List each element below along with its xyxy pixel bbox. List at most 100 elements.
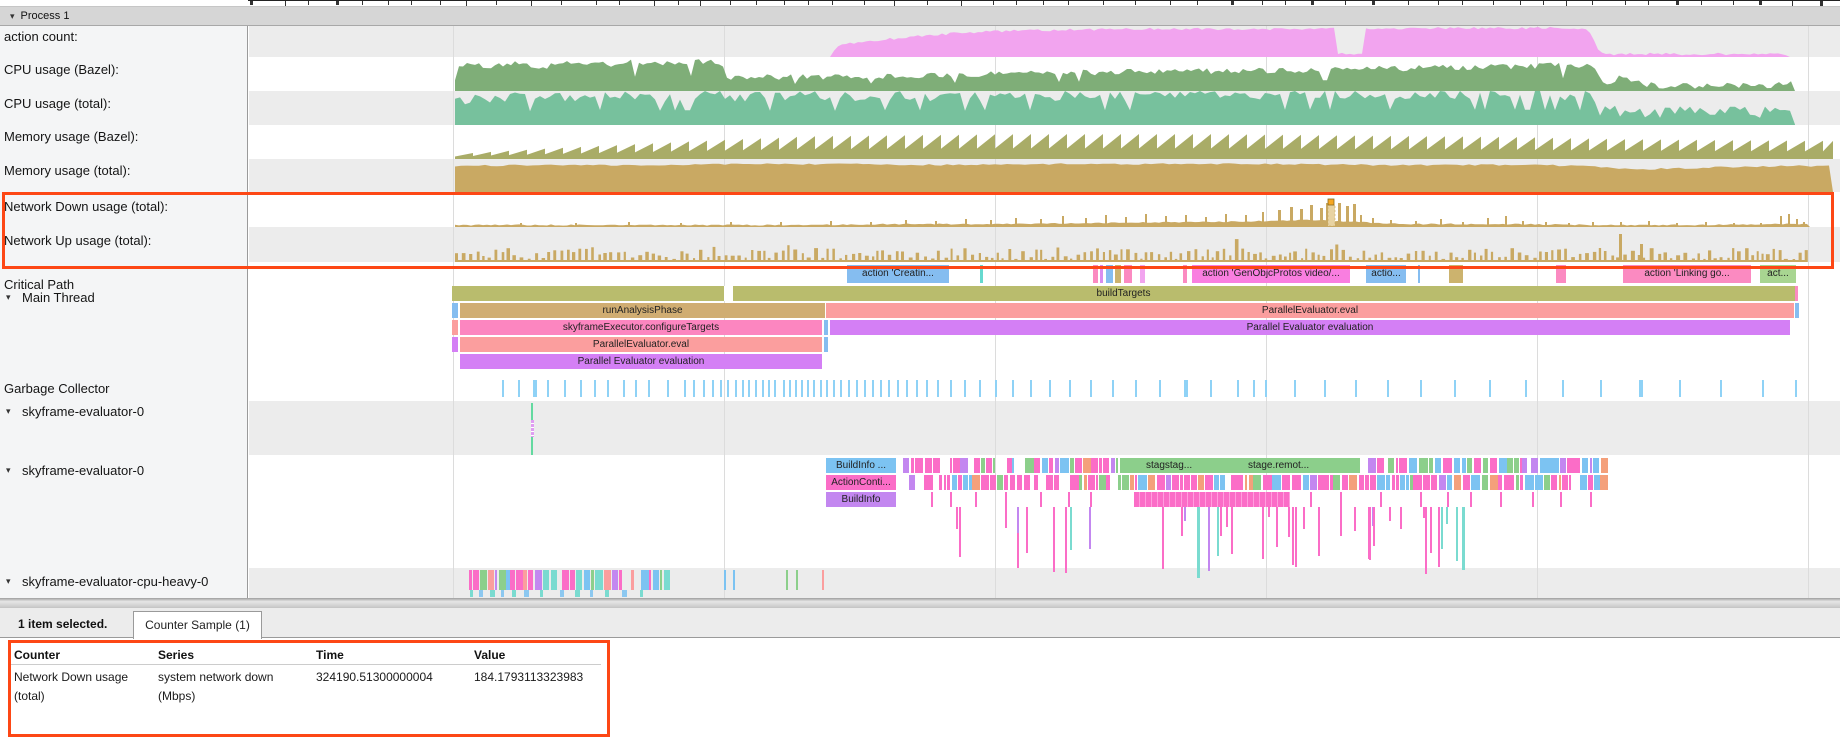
event-slice[interactable] <box>1470 492 1472 507</box>
event-slice[interactable] <box>1500 492 1502 507</box>
event-slice[interactable] <box>724 570 726 590</box>
critical-path-tick[interactable] <box>1100 265 1103 283</box>
event-slice[interactable] <box>1208 507 1210 571</box>
event-slice[interactable] <box>1453 475 1462 490</box>
gc-event-tick[interactable] <box>502 380 504 397</box>
event-slice[interactable] <box>1531 458 1539 473</box>
event-slice[interactable] <box>663 570 670 590</box>
event-slice[interactable] <box>1498 458 1508 473</box>
event-slice[interactable] <box>1387 458 1395 473</box>
event-slice[interactable] <box>1447 492 1449 507</box>
event-slice[interactable] <box>1219 475 1225 490</box>
event-slice[interactable] <box>1341 475 1349 490</box>
gc-event-tick[interactable] <box>712 380 714 397</box>
event-slice[interactable] <box>612 570 618 590</box>
gc-event-tick[interactable] <box>880 380 882 397</box>
gc-event-tick[interactable] <box>762 380 764 397</box>
event-slice[interactable] <box>951 475 958 490</box>
event-slice[interactable] <box>1568 475 1571 490</box>
thread-slice[interactable] <box>1134 492 1290 507</box>
event-slice[interactable] <box>959 507 961 557</box>
event-slice[interactable] <box>575 590 580 597</box>
event-slice[interactable] <box>1292 507 1294 565</box>
event-slice[interactable] <box>981 475 989 490</box>
collapse-arrow-icon[interactable]: ▾ <box>6 576 11 586</box>
event-slice[interactable] <box>1516 475 1520 490</box>
event-slice[interactable] <box>631 570 634 590</box>
gc-event-tick[interactable] <box>789 380 791 397</box>
event-slice[interactable] <box>1117 475 1122 490</box>
event-slice[interactable] <box>1197 507 1200 578</box>
gc-event-tick[interactable] <box>1135 380 1137 397</box>
event-slice[interactable] <box>949 458 953 473</box>
gc-event-tick[interactable] <box>848 380 850 397</box>
event-slice[interactable] <box>1481 475 1489 490</box>
panel-splitter[interactable] <box>0 598 1840 608</box>
event-slice[interactable] <box>1368 458 1376 473</box>
thread-slice-group[interactable]: stagstag... stage.remot... <box>1128 458 1360 473</box>
collapse-arrow-icon[interactable]: ▾ <box>6 292 11 302</box>
event-slice[interactable] <box>605 590 609 597</box>
event-slice[interactable] <box>1490 475 1498 490</box>
event-slice[interactable] <box>1138 475 1147 490</box>
event-slice[interactable] <box>472 570 476 590</box>
event-slice[interactable] <box>1420 492 1422 507</box>
event-slice[interactable] <box>733 570 735 590</box>
event-slice[interactable] <box>1400 475 1405 490</box>
event-slice[interactable] <box>946 475 950 490</box>
gc-event-tick[interactable] <box>1762 380 1764 397</box>
gc-event-tick[interactable] <box>623 380 625 397</box>
gc-event-tick[interactable] <box>833 380 835 397</box>
event-slice[interactable] <box>1005 507 1007 528</box>
track-label-skyframe-evaluator-cpu-heavy-0[interactable]: ▾ skyframe-evaluator-cpu-heavy-0 <box>0 574 246 590</box>
event-slice[interactable] <box>1091 458 1099 473</box>
event-slice[interactable] <box>1470 475 1480 490</box>
event-slice[interactable] <box>648 570 652 590</box>
event-slice[interactable] <box>1358 475 1365 490</box>
event-slice[interactable] <box>943 475 947 490</box>
collapse-arrow-icon[interactable]: ▾ <box>6 406 11 416</box>
event-slice[interactable] <box>510 570 516 590</box>
event-slice[interactable] <box>495 570 498 590</box>
event-slice[interactable] <box>590 590 593 597</box>
event-slice[interactable] <box>1090 492 1092 507</box>
event-slice[interactable] <box>501 590 504 597</box>
track-label-cpu-usage-bazel[interactable]: CPU usage (Bazel): <box>0 62 246 78</box>
gc-event-tick[interactable] <box>1069 380 1071 397</box>
gc-event-tick[interactable] <box>826 380 828 397</box>
gc-event-tick[interactable] <box>916 380 918 397</box>
event-slice[interactable] <box>1040 492 1042 507</box>
event-slice[interactable] <box>1600 458 1609 473</box>
track-label-main-thread[interactable]: ▾ Main Thread <box>0 290 246 306</box>
counter-chart-cpu-total[interactable] <box>0 91 1840 125</box>
track-label-garbage-collector[interactable]: Garbage Collector <box>0 381 246 397</box>
event-slice[interactable] <box>974 458 980 473</box>
event-slice[interactable] <box>1262 475 1272 490</box>
event-slice[interactable] <box>1325 475 1329 490</box>
event-slice[interactable] <box>1310 492 1312 507</box>
event-slice[interactable] <box>1534 475 1544 490</box>
event-slice[interactable] <box>1191 475 1197 490</box>
event-slice[interactable] <box>1005 492 1007 507</box>
track-row-band[interactable] <box>249 375 1840 401</box>
gc-event-tick[interactable] <box>742 380 744 397</box>
event-slice[interactable] <box>989 475 997 490</box>
event-slice[interactable] <box>1413 475 1422 490</box>
event-slice[interactable] <box>1483 458 1489 473</box>
event-slice[interactable] <box>1110 458 1116 473</box>
event-slice[interactable] <box>1596 458 1599 473</box>
event-slice[interactable] <box>1226 507 1228 527</box>
event-slice[interactable] <box>490 590 495 597</box>
gc-event-tick[interactable] <box>840 380 842 397</box>
event-slice[interactable] <box>1026 507 1028 553</box>
track-label-network-down-usage-total[interactable]: Network Down usage (total): <box>0 199 246 215</box>
gc-event-tick[interactable] <box>807 380 809 397</box>
event-slice[interactable] <box>910 458 914 473</box>
event-slice[interactable] <box>570 570 575 590</box>
event-slice[interactable] <box>480 570 488 590</box>
event-slice[interactable] <box>1410 475 1414 490</box>
event-slice[interactable] <box>1054 475 1059 490</box>
gc-event-tick[interactable] <box>594 380 596 397</box>
event-slice[interactable] <box>1302 475 1310 490</box>
event-slice[interactable] <box>1441 507 1443 549</box>
